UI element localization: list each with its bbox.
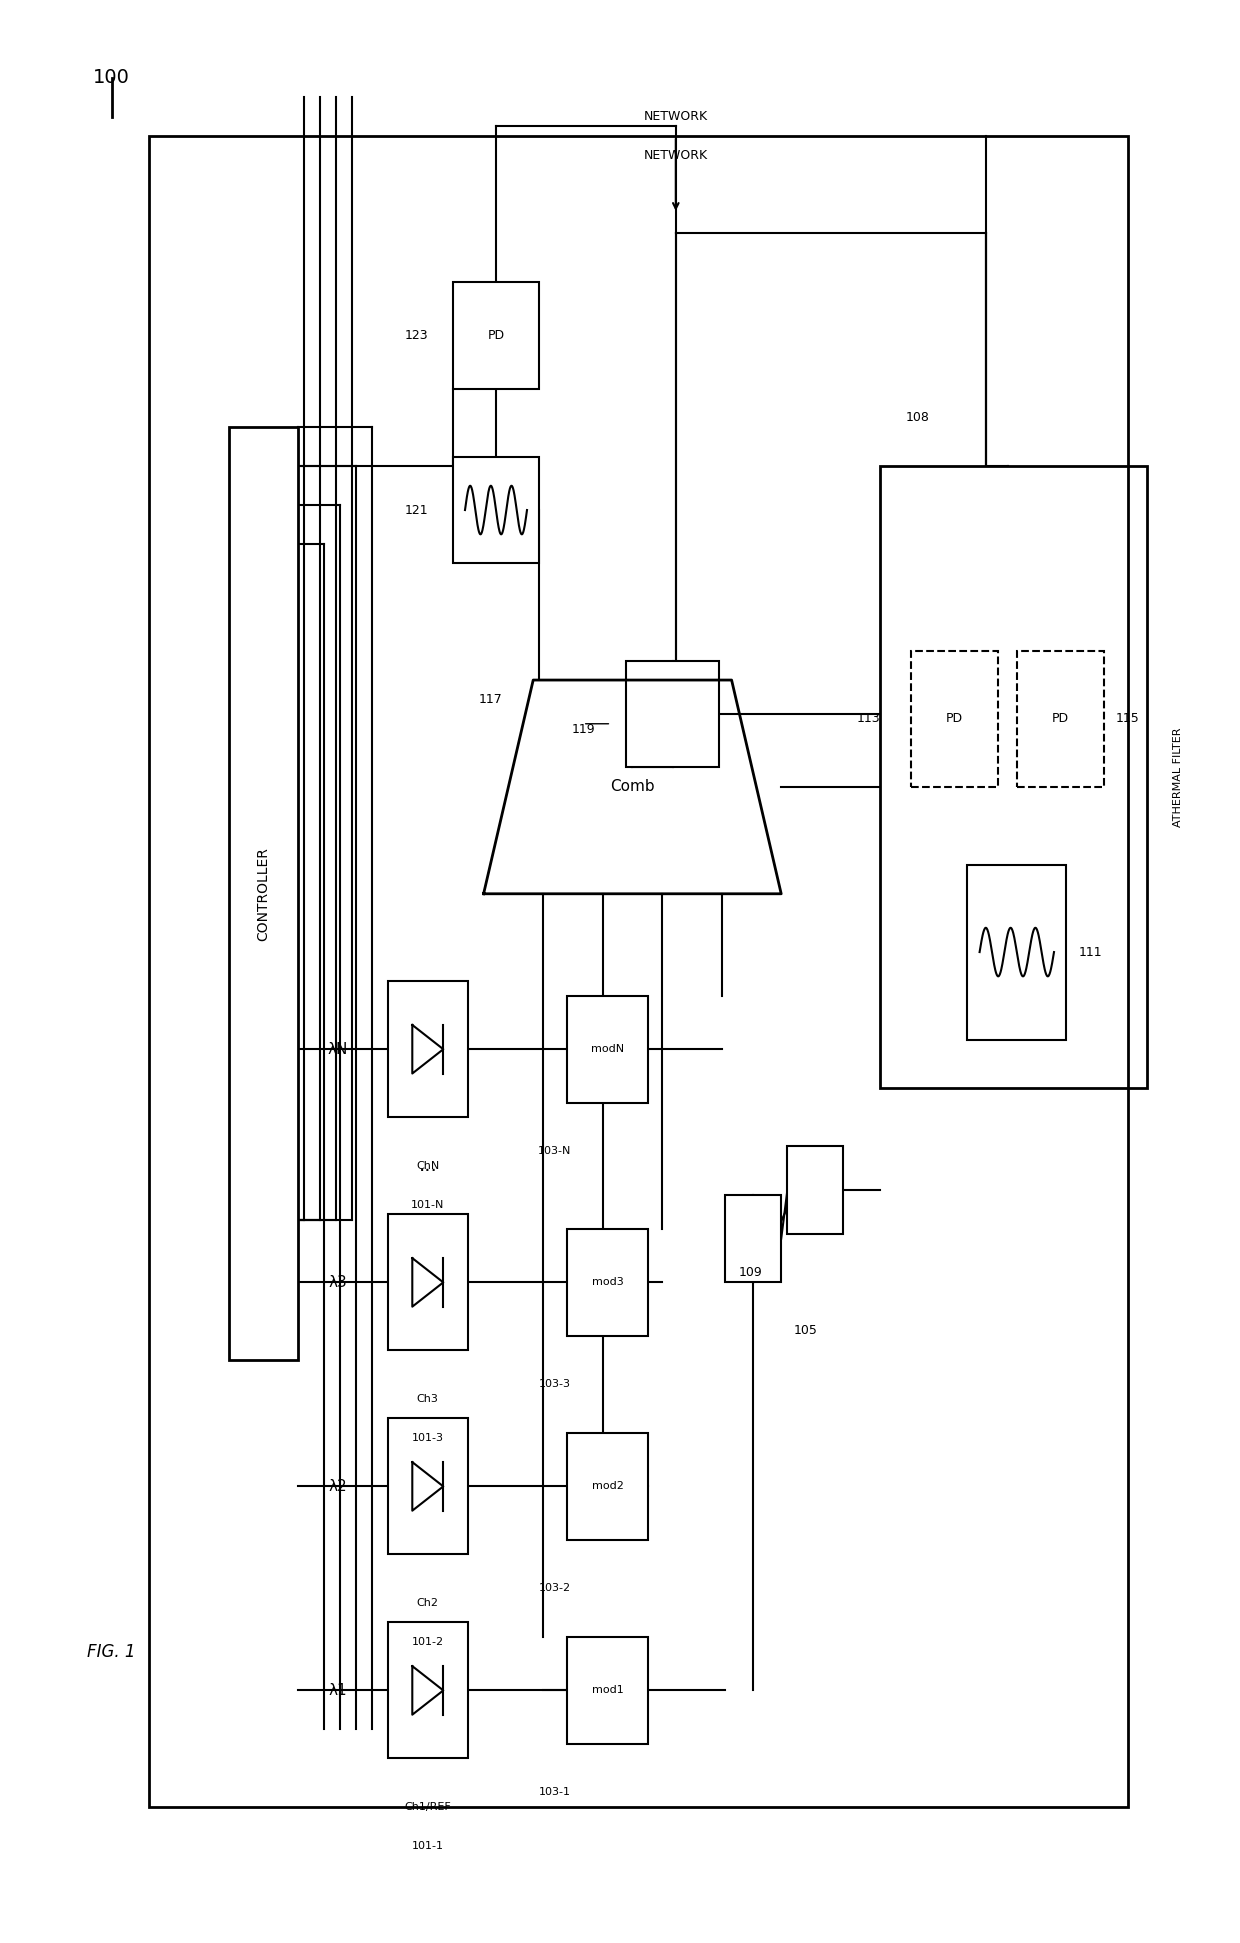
Text: mod2: mod2 [591,1481,624,1492]
Text: 115: 115 [1116,713,1140,725]
Bar [568,1228,647,1337]
Text: λ1: λ1 [329,1683,347,1698]
Bar [149,136,1128,1807]
Text: 123: 123 [404,328,428,342]
Text: λ2: λ2 [329,1479,347,1494]
Bar [229,427,298,1360]
Text: λN: λN [327,1041,348,1057]
Text: 117: 117 [479,694,502,705]
Bar [453,457,539,563]
Text: ATHERMAL FILTER: ATHERMAL FILTER [1173,727,1183,828]
Text: Ch1/REF: Ch1/REF [404,1801,451,1813]
Text: FIG. 1: FIG. 1 [87,1642,135,1661]
Text: 103-N: 103-N [538,1146,572,1156]
Bar [568,1636,647,1745]
Text: ChN: ChN [417,1160,439,1172]
Text: PD: PD [1052,713,1069,725]
Text: Comb: Comb [610,779,655,795]
Text: Ch3: Ch3 [417,1393,439,1405]
Text: PD: PD [946,713,963,725]
Bar [626,661,719,767]
Text: 101-3: 101-3 [412,1432,444,1444]
Bar [387,1214,469,1350]
Text: ...: ... [418,1156,438,1176]
Text: CONTROLLER: CONTROLLER [257,847,270,940]
Text: 101-N: 101-N [412,1199,444,1210]
Text: 105: 105 [794,1325,817,1337]
Text: Ch2: Ch2 [417,1597,439,1609]
Text: mod1: mod1 [591,1685,624,1696]
Text: 103-2: 103-2 [539,1584,570,1593]
Text: modN: modN [591,1043,624,1055]
Bar [911,651,998,787]
Text: 111: 111 [1079,946,1102,958]
Bar [880,466,1147,1088]
Text: 101-1: 101-1 [412,1840,444,1852]
Text: 103-3: 103-3 [539,1380,570,1389]
Text: 121: 121 [404,503,428,517]
Text: 103-1: 103-1 [539,1788,570,1797]
Bar [568,995,647,1104]
Bar [967,865,1066,1040]
Text: NETWORK: NETWORK [644,111,708,122]
Bar [1017,651,1104,787]
Bar [387,1418,469,1554]
Text: λ3: λ3 [329,1275,347,1290]
Bar [387,1622,469,1758]
Text: NETWORK: NETWORK [644,150,708,161]
Text: 109: 109 [739,1267,763,1278]
Text: 108: 108 [905,412,929,424]
Text: PD: PD [487,328,505,342]
Bar [787,1146,843,1234]
Text: 113: 113 [857,713,880,725]
Polygon shape [484,680,781,894]
Text: 119: 119 [572,723,595,736]
Bar [387,981,469,1117]
Text: 100: 100 [93,68,130,87]
Text: mod3: mod3 [591,1277,624,1288]
Text: 101-2: 101-2 [412,1636,444,1648]
Bar [453,282,539,389]
Bar [568,1434,647,1539]
Bar [725,1195,781,1282]
